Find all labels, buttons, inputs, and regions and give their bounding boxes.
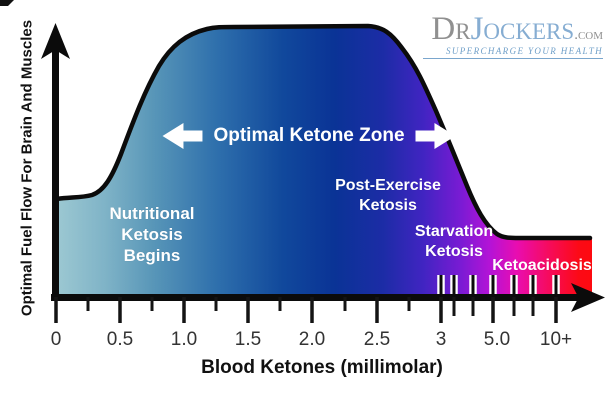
lower-ticks xyxy=(54,297,558,323)
x-tick-0: 0 xyxy=(50,329,62,350)
x-tick-1_5: 1.5 xyxy=(234,329,262,350)
annotation-ketoacidosis: Ketoacidosis xyxy=(492,257,592,274)
annotation-nutritional-ketosis: Nutritional Ketosis Begins xyxy=(109,204,195,265)
y-axis-title: Optimal Fuel Flow For Brain And Muscles xyxy=(18,19,36,317)
x-tick-5_0: 5.0 xyxy=(483,329,511,350)
x-tick-3: 3 xyxy=(435,329,447,350)
arrow-right-icon xyxy=(415,123,456,149)
logo-jockers: Jockers xyxy=(470,11,575,47)
corner-artifact xyxy=(0,0,14,6)
annotation-starvation-ketosis: Starvation Ketosis xyxy=(414,223,494,260)
x-tick-1_0: 1.0 xyxy=(170,329,198,350)
x-axis xyxy=(51,283,605,312)
logo-wordmark: DrJockers.com xyxy=(423,13,603,46)
optimal-ketone-zone-label: Optimal Ketone Zone xyxy=(213,125,405,146)
logo-dr: Dr xyxy=(431,11,471,47)
x-tick-0_5: 0.5 xyxy=(106,329,134,350)
x-tick-2_0: 2.0 xyxy=(298,329,326,350)
fuel-flow-area xyxy=(57,26,592,298)
x-tick-10: 10+ xyxy=(539,329,573,350)
x-axis-title: Blood Ketones (millimolar) xyxy=(201,357,443,378)
fuel-flow-curve xyxy=(54,23,593,241)
annotation-optimal-ketone-zone: Optimal Ketone Zone xyxy=(162,122,456,150)
annotation-post-exercise-ketosis: Post-Exercise Ketosis xyxy=(335,177,441,214)
y-axis-arrow-icon xyxy=(41,23,70,59)
x-axis-arrow-icon xyxy=(571,283,605,312)
arrow-left-icon xyxy=(162,123,203,149)
y-axis xyxy=(41,23,70,301)
x-tick-2_5: 2.5 xyxy=(363,329,391,350)
logo-tagline: SUPERCHARGE YOUR HEALTH xyxy=(423,47,603,59)
drjockers-logo: DrJockers.com SUPERCHARGE YOUR HEALTH xyxy=(423,13,603,59)
logo-tld: .com xyxy=(574,27,603,43)
